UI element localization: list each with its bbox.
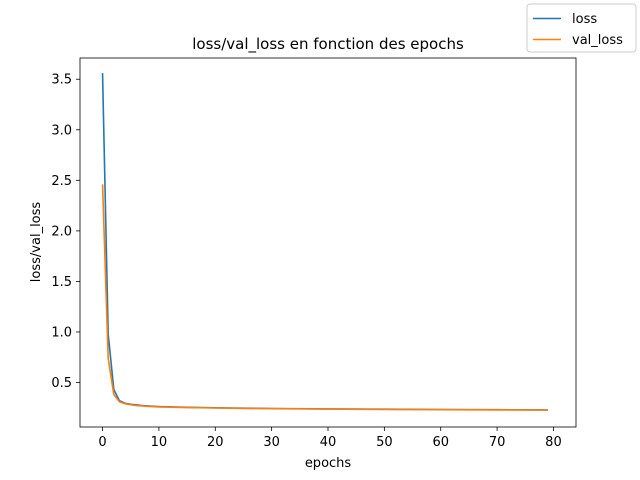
y-tick-label: 1.5	[51, 275, 72, 290]
y-tick-label: 1.0	[51, 325, 72, 340]
x-tick-label: 0	[98, 435, 106, 450]
y-axis-label: loss/val_loss	[29, 202, 44, 283]
plot-area	[80, 58, 576, 427]
x-tick-label: 60	[432, 435, 449, 450]
x-axis-label: epochs	[305, 456, 352, 471]
y-tick-label: 2.5	[51, 174, 72, 189]
series-layer	[101, 73, 548, 411]
x-tick-label: 70	[489, 435, 506, 450]
x-tick-label: 40	[320, 435, 337, 450]
chart-title: loss/val_loss en fonction des epochs	[192, 35, 464, 54]
y-tick-label: 3.5	[51, 73, 72, 88]
legend: loss val_loss	[526, 3, 637, 53]
series-line-val-loss	[101, 184, 548, 411]
x-tick-label: 80	[545, 435, 562, 450]
y-tick-label: 0.5	[51, 376, 72, 391]
x-tick-label: 30	[263, 435, 280, 450]
y-tick-label: 3.0	[51, 123, 72, 138]
y-axis-ticks: 0.5 1.0 1.5 2.0 2.5 3.0 3.5	[51, 73, 80, 391]
legend-label-val-loss: val_loss	[572, 33, 623, 48]
legend-label-loss: loss	[572, 12, 597, 27]
y-tick-label: 2.0	[51, 224, 72, 239]
x-tick-label: 20	[207, 435, 224, 450]
x-axis-ticks: 0 10 20 30 40 50 60 70 80	[98, 427, 562, 450]
x-tick-label: 10	[151, 435, 168, 450]
x-tick-label: 50	[376, 435, 393, 450]
